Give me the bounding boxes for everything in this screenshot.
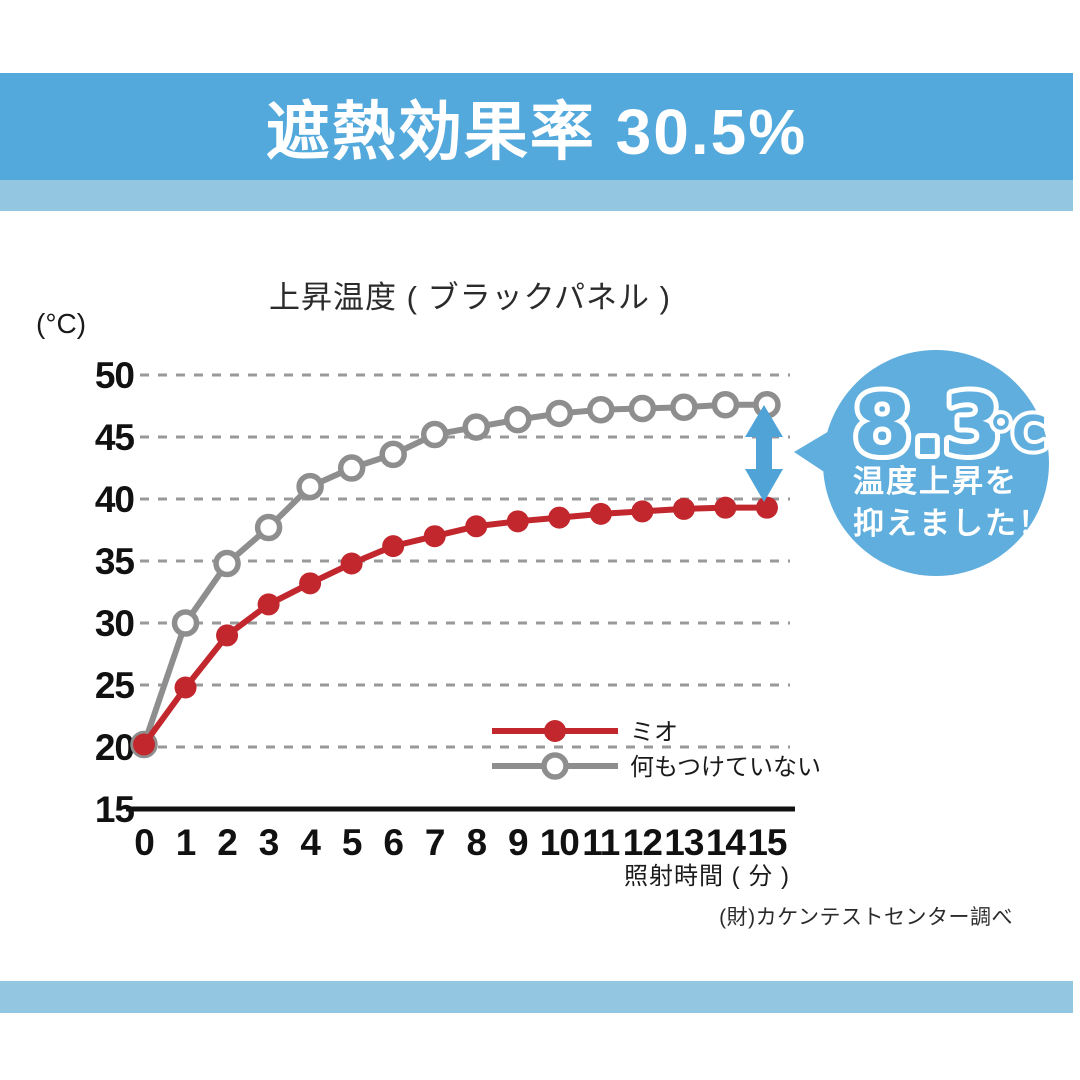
source-note: (財)カケンテストセンター調べ: [719, 906, 1013, 929]
callout-line-1: 温度上昇を: [853, 464, 1018, 499]
x-tick-11: 11: [582, 822, 620, 863]
data-point: [216, 624, 239, 647]
data-point: [545, 399, 574, 428]
data-point: [423, 525, 446, 548]
x-tick-15: 15: [747, 822, 787, 863]
data-point: [382, 535, 405, 558]
data-point: [379, 440, 407, 469]
x-tick-1: 1: [176, 822, 196, 863]
x-tick-14: 14: [706, 822, 747, 863]
data-point: [340, 552, 363, 575]
delta-temperature-badge: 8.3 ℃: [848, 371, 1051, 479]
delta-unit-text: ℃: [989, 406, 1047, 462]
y-tick-25: 25: [95, 665, 135, 706]
banner-accent-stripe: [0, 180, 1073, 211]
y-tick-40: 40: [95, 479, 135, 520]
data-point: [711, 391, 740, 419]
delta-arrow-icon: [745, 405, 783, 502]
data-point: [587, 395, 615, 424]
delta-value-text: 8.3: [853, 376, 1002, 474]
footer-accent-stripe: [0, 981, 1073, 1013]
x-tick-9: 9: [508, 822, 528, 863]
x-tick-4: 4: [300, 822, 321, 863]
legend-label-ミオ: ミオ: [630, 719, 678, 746]
legend-marker: [541, 752, 569, 780]
data-point: [465, 515, 488, 538]
callout-line-2: 抑えました！: [853, 506, 1051, 541]
data-point: [589, 502, 612, 525]
data-point: [174, 676, 197, 699]
x-tick-13: 13: [664, 822, 704, 863]
banner-title: 遮熱効果率 30.5%: [265, 95, 808, 168]
data-point: [420, 420, 449, 449]
x-tick-0: 0: [134, 822, 154, 863]
x-tick-8: 8: [466, 822, 486, 863]
data-point: [257, 593, 280, 616]
x-tick-6: 6: [383, 822, 403, 863]
data-point: [628, 394, 657, 423]
legend-label-何もつけていない: 何もつけていない: [630, 754, 821, 781]
data-point: [462, 413, 490, 441]
data-point: [506, 510, 529, 533]
x-tick-2: 2: [217, 822, 237, 863]
y-tick-20: 20: [95, 727, 135, 768]
series-line-何もつけていない: [141, 401, 767, 746]
y-tick-50: 50: [95, 355, 135, 396]
callout-bubble: 8.3 ℃ 温度上昇を 抑えました！: [823, 350, 1051, 576]
data-point: [714, 496, 737, 519]
data-point: [254, 513, 283, 542]
data-point: [171, 609, 200, 637]
data-point: [337, 454, 366, 482]
header-banner: 遮熱効果率 30.5%: [0, 73, 1073, 180]
legend-marker: [544, 720, 566, 742]
chart-title: 上昇温度 ( ブラックパネル ): [269, 280, 671, 315]
x-tick-12: 12: [623, 822, 663, 863]
x-axis-label: 照射時間 ( 分 ): [624, 863, 790, 890]
x-tick-7: 7: [425, 822, 445, 863]
data-point: [299, 572, 322, 595]
data-point: [548, 506, 571, 529]
data-point: [504, 405, 532, 434]
data-point: [213, 549, 241, 578]
y-tick-30: 30: [95, 603, 135, 644]
y-tick-35: 35: [95, 541, 135, 582]
y-tick-45: 45: [95, 417, 135, 458]
data-point: [133, 733, 155, 756]
data-point: [631, 500, 654, 523]
series-line-ミオ: [141, 504, 767, 747]
data-point: [755, 496, 778, 519]
data-point: [296, 472, 324, 501]
x-tick-3: 3: [259, 822, 279, 863]
data-point: [672, 497, 695, 520]
y-axis-unit-label: (°C): [36, 308, 87, 339]
data-point: [670, 393, 698, 421]
x-tick-10: 10: [540, 822, 580, 863]
x-tick-5: 5: [342, 822, 362, 863]
